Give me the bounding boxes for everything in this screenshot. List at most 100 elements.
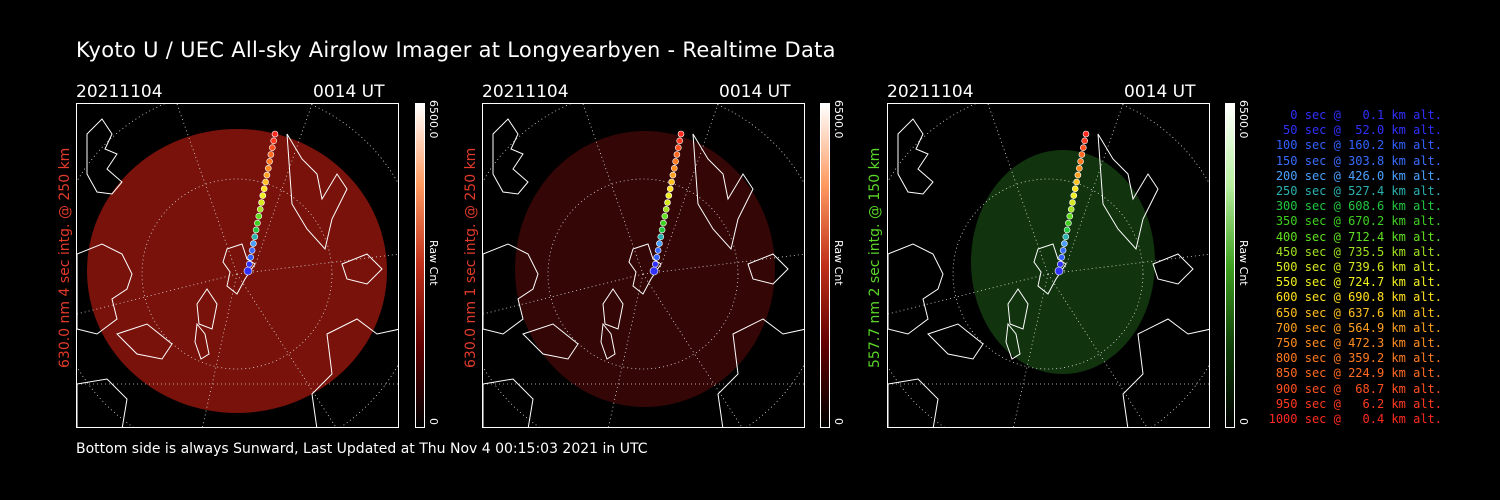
coastline [628, 243, 662, 295]
coastline [897, 118, 934, 195]
legend-row: 850 sec @ 224.9 km alt. [1275, 366, 1442, 381]
trajectory-point [1080, 144, 1087, 152]
trajectory-point [256, 206, 264, 213]
panel1-date: 20211104 [76, 82, 163, 102]
trajectory-point [255, 212, 263, 220]
trajectory-point [251, 233, 259, 241]
graticule-circle [547, 178, 739, 370]
trajectory-point [654, 247, 662, 254]
trajectory-point [661, 212, 669, 220]
trajectory-point [665, 192, 673, 199]
legend-row: 800 sec @ 359.2 km alt. [1275, 351, 1442, 366]
trajectory-point [1066, 212, 1074, 220]
trajectory-point [246, 260, 253, 268]
coastline [77, 378, 128, 427]
page-title: Kyoto U / UEC All-sky Airglow Imager at … [76, 38, 836, 62]
legend-row: 500 sec @ 739.6 km alt. [1275, 260, 1442, 275]
trajectory-point [269, 144, 276, 152]
trajectory-point [658, 226, 666, 234]
panel1-label: 630.0 nm 4 sec intg. @ 250 km [57, 147, 73, 368]
legend-row: 0 sec @ 0.1 km alt. [1290, 108, 1442, 122]
legend-row: 450 sec @ 735.5 km alt. [1275, 244, 1442, 259]
panel2-label: 630.0 nm 1 sec intg. @ 250 km [463, 147, 479, 368]
trajectory-point [252, 226, 260, 234]
airglow-emission-region [515, 131, 775, 407]
panel3-colorbar [1225, 103, 1235, 428]
coastline [86, 118, 123, 195]
panel3-time: 0014 UT [1124, 82, 1196, 102]
panel2-image [482, 103, 805, 428]
coastline [222, 243, 256, 295]
trajectory-point [1077, 158, 1084, 165]
coastline [1033, 243, 1067, 295]
trajectory-point [1071, 185, 1079, 193]
coastline [286, 133, 348, 251]
graticule-line [236, 273, 337, 427]
trajectory-point [1062, 233, 1070, 241]
panel2-colorbar-max: 6500.0 [832, 100, 845, 139]
trajectory-point [656, 240, 663, 247]
trajectory-point [1081, 137, 1088, 145]
trajectory-point [1059, 247, 1067, 254]
coastline [1005, 322, 1021, 360]
graticule-line [202, 273, 238, 427]
coastline [1007, 288, 1029, 330]
trajectory-point [267, 151, 275, 158]
trajectory-point [664, 199, 671, 206]
trajectory-point [676, 137, 683, 145]
panel1-colorbar-min: 0 [427, 418, 440, 425]
trajectory-point [262, 178, 269, 186]
trajectory-point [243, 266, 253, 276]
legend-row: 300 sec @ 608.6 km alt. [1275, 199, 1442, 214]
graticule-circle [141, 178, 333, 370]
coastline [77, 243, 133, 335]
trajectory-point [677, 130, 685, 138]
panel2-colorbar [820, 103, 830, 428]
trajectory-point [1061, 240, 1068, 247]
graticule-line [1047, 253, 1209, 275]
trajectory-point [1054, 266, 1064, 276]
trajectory-point [1070, 192, 1078, 199]
trajectory-point [259, 192, 267, 199]
trajectory-point [270, 137, 277, 145]
coastline [692, 133, 754, 251]
coastline [522, 323, 579, 360]
coastline [194, 322, 210, 360]
coastline [341, 253, 383, 285]
trajectory-point [271, 130, 279, 138]
panel3-label: 557.7 nm 2 sec intg. @ 150 km [867, 147, 883, 368]
coastline [717, 318, 804, 427]
coastline [1122, 318, 1209, 427]
panel3-date: 20211104 [887, 82, 974, 102]
coastline [1152, 253, 1194, 285]
trajectory-point [668, 178, 675, 186]
legend-row: 1000 sec @ 0.4 km alt. [1268, 412, 1442, 427]
legend-row: 700 sec @ 564.9 km alt. [1275, 320, 1442, 335]
footer-note: Bottom side is always Sunward, Last Upda… [76, 441, 648, 457]
legend-row: 650 sec @ 637.6 km alt. [1275, 305, 1442, 320]
trajectory-point [248, 247, 256, 254]
trajectory-point [1067, 206, 1075, 213]
trajectory-point [265, 165, 272, 172]
panel1-colorbar [415, 103, 425, 428]
trajectory-point [1078, 151, 1086, 158]
trajectory-point [250, 240, 257, 247]
legend-row: 250 sec @ 527.4 km alt. [1275, 184, 1442, 199]
trajectory-legend: 0 sec @ 0.1 km alt. 50 sec @ 52.0 km alt.… [1262, 108, 1442, 427]
legend-row: 550 sec @ 724.7 km alt. [1275, 275, 1442, 290]
legend-row: 150 sec @ 303.8 km alt. [1275, 153, 1442, 168]
coastline [600, 322, 616, 360]
panel1-colorbar-unit: Raw Cnt [427, 240, 440, 286]
trajectory-point [666, 185, 674, 193]
graticule-line [236, 253, 398, 275]
airglow-emission-region [87, 129, 387, 413]
legend-row: 50 sec @ 52.0 km alt. [1283, 123, 1442, 138]
trajectory-point [662, 206, 670, 213]
trajectory-point [673, 151, 681, 158]
airglow-map [483, 104, 804, 427]
graticule-line [1047, 273, 1148, 427]
airglow-map [77, 104, 398, 427]
trajectory-point [660, 219, 667, 227]
coastline [747, 253, 789, 285]
coastline [888, 243, 944, 335]
